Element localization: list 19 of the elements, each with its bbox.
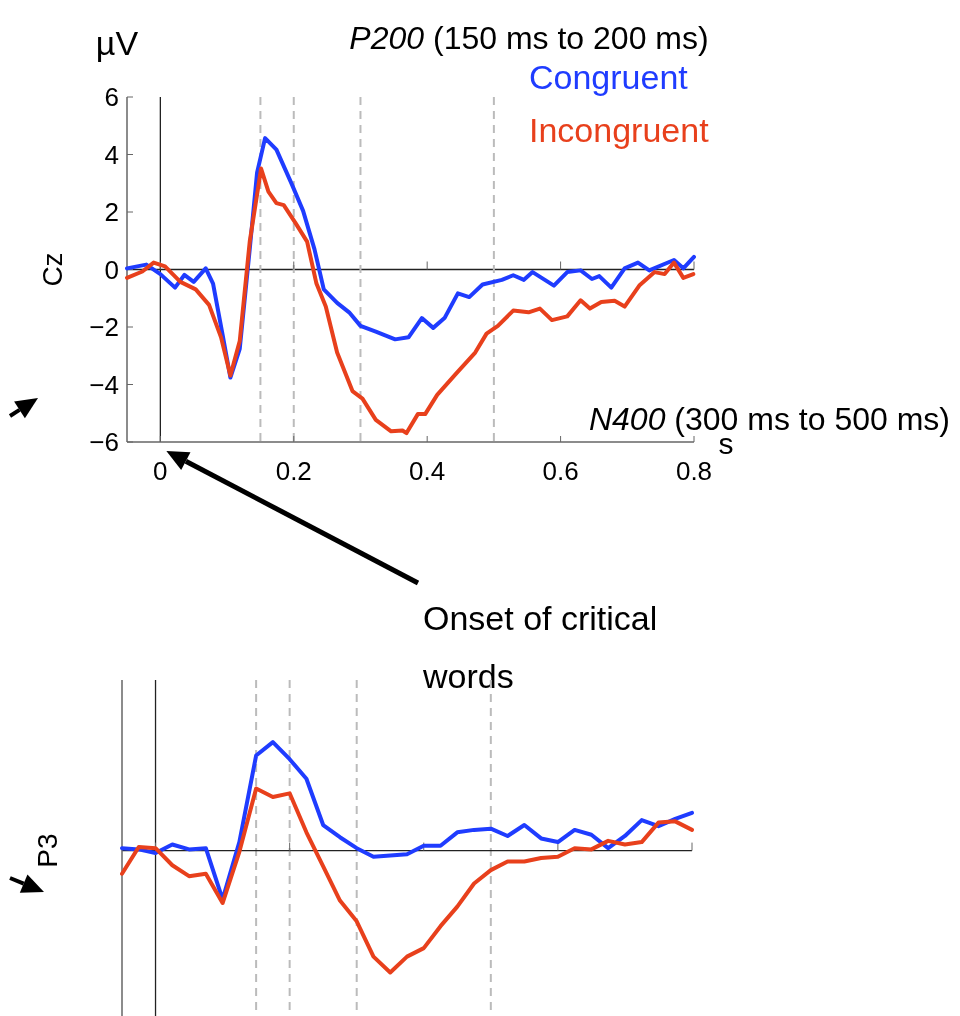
x-tick-label: 0.6: [542, 456, 579, 486]
y-tick-label: 2: [104, 197, 119, 227]
text: µV: [95, 24, 139, 62]
y-axis-title: P3: [32, 833, 63, 868]
text: Incongruent: [529, 111, 710, 149]
y-tick-label: 0: [104, 254, 119, 285]
x-tick-label: 0.4: [409, 456, 446, 486]
x-tick-label: 0.8: [675, 456, 713, 486]
x-tick-label: 0.2: [275, 456, 312, 486]
x-tick-label: 0: [153, 456, 168, 486]
y-tick-label: −6: [89, 427, 119, 457]
y-axis-title: Cz: [37, 252, 68, 287]
text: P200 (150 ms to 200 ms): [349, 20, 709, 56]
y-tick-label: 6: [104, 82, 119, 112]
y-tick-label: −2: [89, 312, 119, 342]
y-tick-label: −4: [89, 369, 119, 400]
y-tick-label: 4: [104, 139, 119, 170]
text: Congruent: [529, 58, 689, 96]
text: Onset of critical words: [422, 599, 658, 695]
